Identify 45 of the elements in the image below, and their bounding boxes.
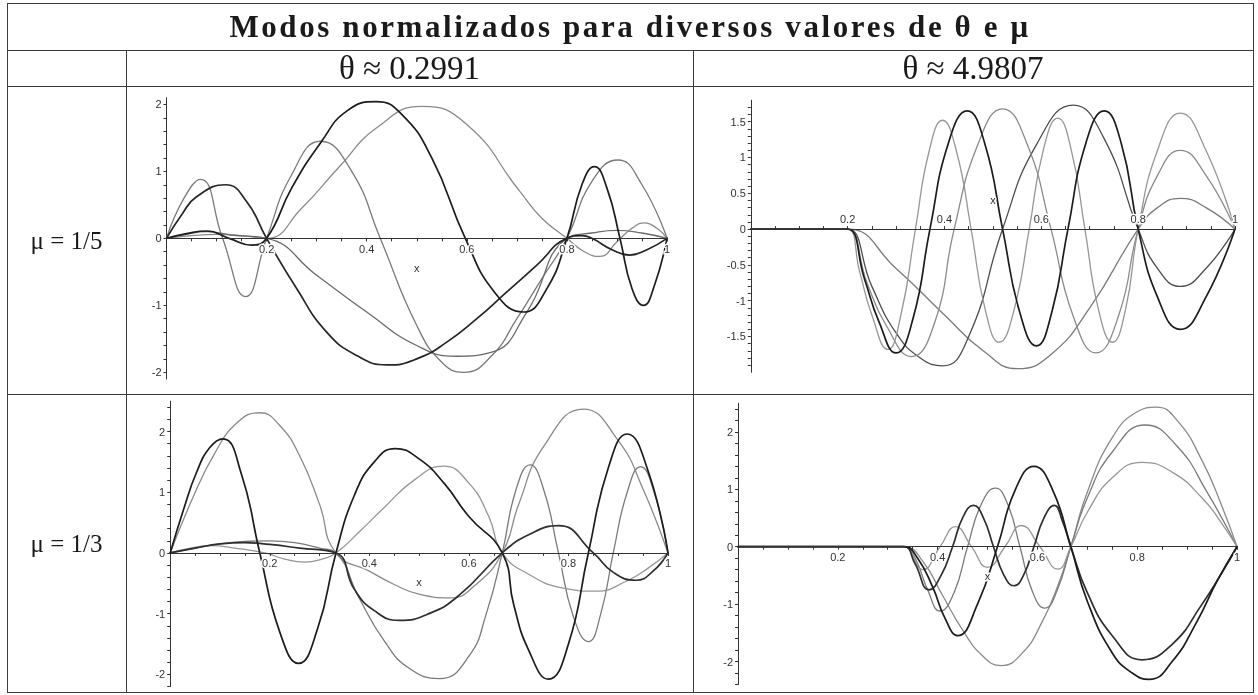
y-tick-label: 0 xyxy=(155,232,162,245)
x-tick-label: 0.8 xyxy=(560,557,577,570)
y-tick-label: 2 xyxy=(155,98,162,111)
x-tick-label: 0.4 xyxy=(929,551,946,564)
x-tick-label: 0.6 xyxy=(1033,212,1049,225)
x-tick-label: 0.6 xyxy=(461,557,477,570)
y-tick-label: 1 xyxy=(739,151,746,164)
x-axis-title: x xyxy=(414,261,420,274)
x-tick-label: 0.2 xyxy=(839,212,856,225)
y-tick-label: -1 xyxy=(155,607,166,620)
y-tick-label: 1 xyxy=(159,486,166,499)
y-tick-label: 0.5 xyxy=(730,187,746,200)
y-tick-label: 0 xyxy=(159,546,166,559)
x-tick-label: 0.4 xyxy=(936,212,953,225)
y-tick-label: 1.5 xyxy=(730,115,746,128)
y-tick-label: 0 xyxy=(726,540,733,553)
y-tick-label: 0 xyxy=(739,223,746,236)
y-tick-label: 1 xyxy=(155,165,162,178)
y-tick-label: -1 xyxy=(723,598,733,611)
x-tick-label: 0.8 xyxy=(1129,551,1145,564)
y-tick-label: -2 xyxy=(151,366,162,379)
chart-subtitle: θ ≈ 4.9807 xyxy=(902,49,1044,86)
y-axis-title: μ = 1/3 xyxy=(30,529,103,557)
x-tick-label: 0.2 xyxy=(830,551,846,564)
y-tick-label: 1 xyxy=(726,483,733,496)
x-tick-label: 1 xyxy=(1233,551,1241,564)
y-tick-label: -1 xyxy=(736,294,746,307)
y-tick-label: -0.5 xyxy=(726,258,746,271)
y-tick-label: -2 xyxy=(155,668,166,681)
chart-subtitle: θ ≈ 0.2991 xyxy=(338,49,481,86)
y-tick-label: -2 xyxy=(723,655,733,668)
x-axis-title: x xyxy=(990,193,997,206)
y-tick-label: 2 xyxy=(726,425,733,438)
x-tick-label: 1 xyxy=(664,557,672,570)
y-axis-title: μ = 1/5 xyxy=(30,226,103,254)
y-tick-label: -1.5 xyxy=(726,330,746,343)
x-tick-label: 0.4 xyxy=(359,242,375,255)
x-tick-label: 1 xyxy=(663,242,671,255)
y-tick-label: -1 xyxy=(151,299,162,312)
x-tick-label: 1 xyxy=(1231,212,1239,225)
chart-title: Modos normalizados para diversos valores de θ e μ xyxy=(229,9,1031,44)
x-tick-label: 0.6 xyxy=(1029,551,1046,564)
y-tick-label: 2 xyxy=(159,425,166,438)
x-axis-title: x xyxy=(416,576,423,589)
x-tick-label: 0.4 xyxy=(361,557,377,570)
